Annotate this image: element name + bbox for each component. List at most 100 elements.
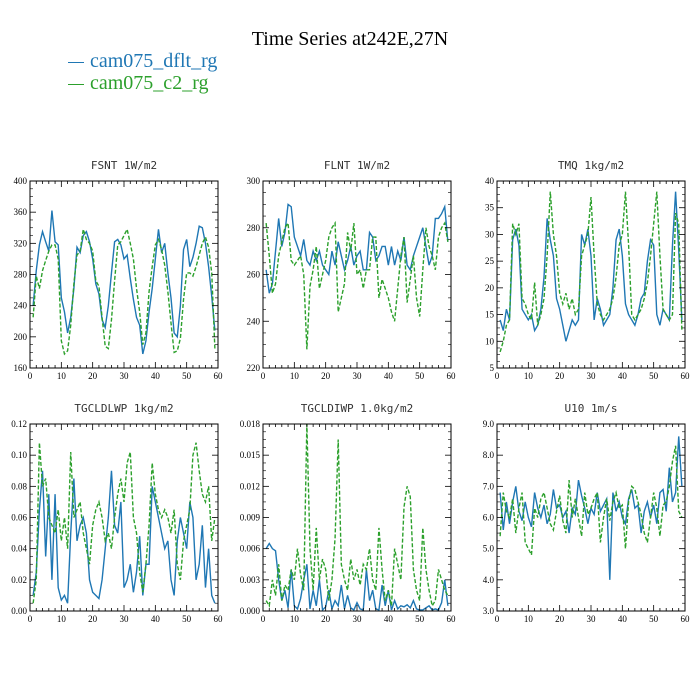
series-line-dflt	[265, 203, 449, 294]
y-tick-label: 0.04	[11, 544, 27, 554]
y-tick-label: 160	[14, 363, 28, 373]
y-tick-label: 320	[14, 238, 28, 248]
chart-panel-5: U10 1m/s 0 10 20 30 40 50 60 3.0 4.0 5.0 6.0 7.0 8.0 9…	[483, 402, 690, 624]
x-tick-label: 40	[618, 371, 628, 381]
series-line-dflt	[499, 191, 683, 342]
x-tick-label: 30	[120, 371, 130, 381]
x-tick-label: 0	[261, 371, 266, 381]
x-tick-label: 60	[447, 371, 457, 381]
x-tick-label: 30	[587, 614, 597, 624]
y-tick-label: 0.08	[11, 481, 27, 491]
y-tick-label: 4.0	[483, 575, 495, 585]
y-tick-label: 300	[247, 176, 261, 186]
x-tick-label: 30	[587, 371, 597, 381]
x-tick-label: 50	[649, 614, 659, 624]
y-tick-label: 8.0	[483, 450, 495, 460]
x-tick-label: 60	[681, 614, 691, 624]
x-tick-label: 40	[384, 614, 394, 624]
y-tick-label: 240	[14, 301, 28, 311]
x-tick-label: 30	[353, 614, 363, 624]
y-tick-label: 5	[490, 363, 495, 373]
y-tick-label: 20	[485, 283, 495, 293]
x-tick-label: 20	[555, 614, 565, 624]
x-tick-label: 50	[182, 371, 192, 381]
legend-item-dflt: cam075_dflt_rg	[68, 50, 217, 73]
x-tick-label: 10	[57, 371, 67, 381]
x-tick-label: 0	[28, 614, 33, 624]
y-tick-label: 240	[247, 316, 261, 326]
y-tick-label: 0.000	[240, 606, 261, 616]
x-tick-label: 20	[88, 371, 98, 381]
series-line-c2	[265, 424, 449, 608]
y-tick-label: 7.0	[483, 481, 495, 491]
series-line-c2	[499, 445, 683, 558]
y-tick-label: 220	[247, 363, 261, 373]
y-tick-label: 0.00	[11, 606, 27, 616]
y-tick-label: 0.018	[240, 419, 261, 429]
x-tick-label: 20	[321, 371, 331, 381]
y-tick-label: 360	[14, 207, 28, 217]
x-tick-label: 0	[495, 371, 500, 381]
x-tick-label: 40	[384, 371, 394, 381]
y-tick-label: 25	[485, 256, 495, 266]
y-tick-label: 30	[485, 229, 495, 239]
x-tick-label: 0	[495, 614, 500, 624]
chart-title: U10 1m/s	[565, 402, 618, 415]
x-tick-label: 60	[681, 371, 691, 381]
series-line-dflt	[32, 210, 216, 355]
chart-title: TGCLDLWP 1kg/m2	[74, 402, 173, 415]
chart-panel-3: TGCLDLWP 1kg/m2 0 10 20 30 40 50 60 0.00 0.02 0.04…	[11, 402, 223, 624]
y-tick-label: 3.0	[483, 606, 495, 616]
series-line-dflt	[265, 542, 449, 611]
legend-label-c2: cam075_c2_rg	[90, 72, 209, 94]
y-tick-label: 0.009	[240, 513, 261, 523]
y-tick-label: 40	[485, 176, 495, 186]
x-tick-label: 50	[415, 371, 425, 381]
figure-title: Time Series at242E,27N	[251, 28, 449, 50]
x-tick-label: 40	[151, 371, 161, 381]
x-tick-label: 30	[353, 371, 363, 381]
x-tick-label: 0	[28, 371, 33, 381]
chart-panel-0: FSNT 1W/m2 0 10 20 30 40 50 60 160 200 240 280 320 36…	[14, 159, 224, 381]
x-tick-label: 60	[447, 614, 457, 624]
x-tick-label: 20	[88, 614, 98, 624]
y-tick-label: 400	[14, 176, 28, 186]
y-tick-label: 200	[14, 332, 28, 342]
y-tick-label: 6.0	[483, 513, 495, 523]
legend-label-dflt: cam075_dflt_rg	[90, 50, 218, 72]
y-tick-label: 0.10	[11, 450, 27, 460]
x-tick-label: 10	[524, 614, 534, 624]
x-tick-label: 10	[290, 371, 300, 381]
y-tick-label: 0.015	[240, 450, 261, 460]
chart-title: TMQ 1kg/m2	[558, 159, 624, 172]
x-tick-label: 20	[555, 371, 565, 381]
legend-swatch-c2	[68, 83, 84, 85]
series-line-c2	[499, 191, 683, 353]
y-tick-label: 0.003	[240, 575, 261, 585]
y-tick-label: 0.006	[240, 544, 261, 554]
plot-frame	[262, 423, 452, 612]
y-tick-label: 0.02	[11, 575, 27, 585]
chart-title: FSNT 1W/m2	[91, 159, 157, 172]
legend-item-c2: cam075_c2_rg	[68, 72, 209, 95]
chart-title: TGCLDIWP 1.0kg/m2	[301, 402, 414, 415]
x-tick-label: 30	[120, 614, 130, 624]
y-tick-label: 35	[485, 203, 495, 213]
x-tick-label: 50	[415, 614, 425, 624]
y-tick-label: 280	[247, 223, 261, 233]
x-tick-label: 60	[214, 614, 224, 624]
chart-panel-4: TGCLDIWP 1.0kg/m2 0 10 20 30 40 50 60 0.000 0.003…	[240, 402, 456, 624]
y-tick-label: 5.0	[483, 544, 495, 554]
series-line-c2	[32, 442, 216, 604]
x-tick-label: 50	[649, 371, 659, 381]
y-tick-label: 280	[14, 270, 28, 280]
y-tick-label: 0.12	[11, 419, 27, 429]
y-tick-label: 10	[485, 336, 495, 346]
x-tick-label: 10	[57, 614, 67, 624]
series-line-c2	[265, 220, 449, 350]
x-tick-label: 40	[151, 614, 161, 624]
x-tick-label: 10	[290, 614, 300, 624]
x-tick-label: 50	[182, 614, 192, 624]
chart-panel-2: TMQ 1kg/m2 0 10 20 30 40 50 60 5 10 15 20 25 30 35 40	[485, 159, 690, 381]
